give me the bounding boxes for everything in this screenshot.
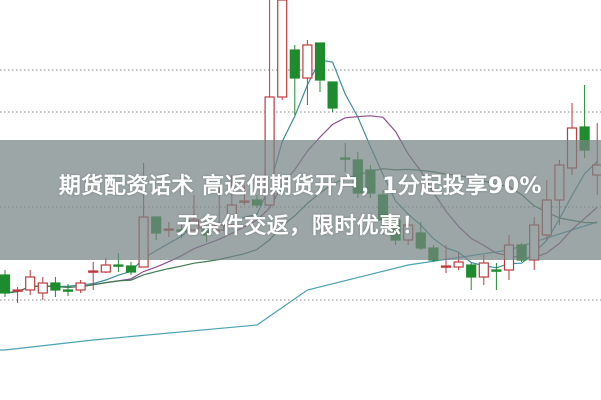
candle-body [0, 274, 11, 294]
candle-body [302, 44, 313, 79]
candle-body [113, 264, 124, 267]
candle-body [75, 282, 86, 291]
promo-banner[interactable]: 期货配资话术 高返佣期货开户，1分起投享90% 无条件交返，限时优惠！ [0, 140, 601, 260]
candle-body [491, 269, 502, 272]
candle-body [37, 282, 48, 294]
candle-body [478, 262, 489, 278]
banner-line-2: 无条件交返，限时优惠！ [176, 214, 425, 239]
candle-body [12, 289, 23, 292]
banner-line-1: 期货配资话术 高返佣期货开户，1分起投享90% [58, 174, 543, 199]
candle-body [62, 289, 74, 292]
candle-body [277, 0, 288, 98]
candle-body [453, 261, 464, 268]
candle-body [100, 264, 111, 273]
candle-body [314, 42, 326, 81]
candle-body [289, 49, 300, 79]
candle-body [327, 81, 338, 109]
candle-body [440, 265, 452, 268]
candle-body [25, 276, 36, 291]
ma5-line [4, 59, 598, 294]
candle-body [466, 264, 477, 278]
candle-body [125, 265, 137, 273]
candle-body [50, 282, 61, 291]
candle-body [88, 270, 99, 273]
